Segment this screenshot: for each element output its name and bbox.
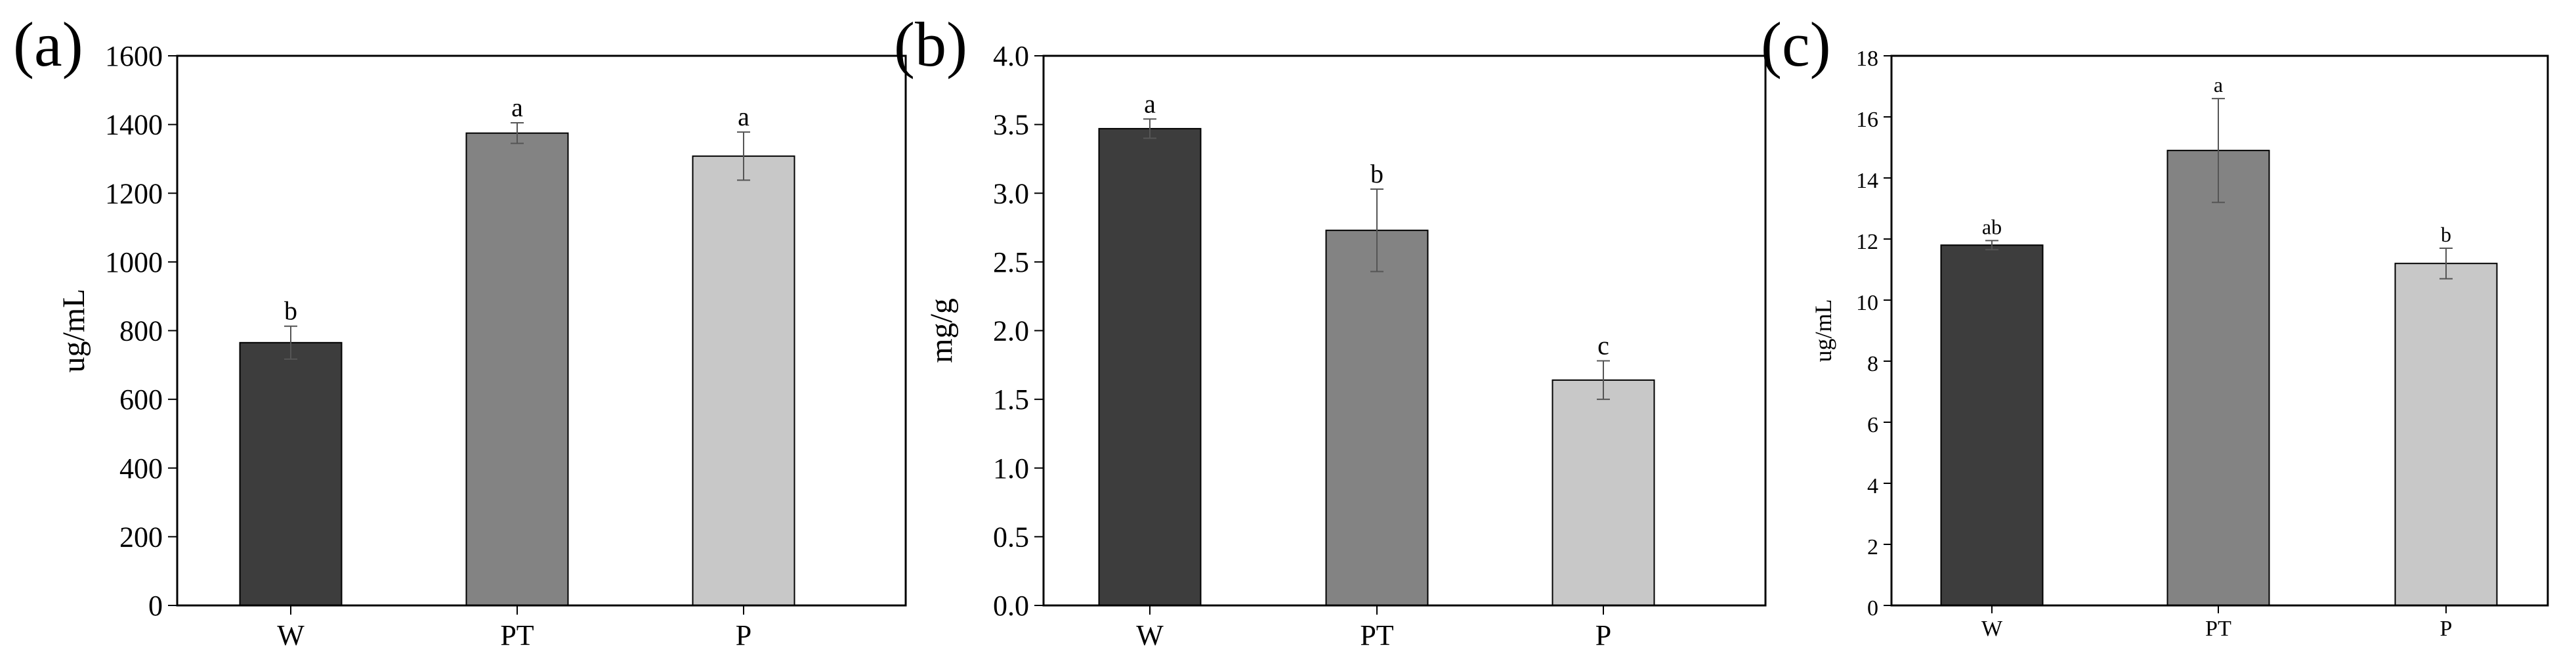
y-tick-label: 2.5 — [993, 246, 1029, 278]
y-tick-label: 2 — [1867, 535, 1878, 559]
x-tick-label-P: P — [2440, 617, 2453, 641]
bar-PT — [2166, 150, 2270, 606]
bar-P — [2394, 263, 2498, 606]
y-tick-label: 16 — [1856, 108, 1878, 132]
y-tick-label: 200 — [119, 521, 163, 553]
significance-label-PT: b — [1370, 159, 1383, 188]
y-tick-label: 0 — [1867, 596, 1878, 621]
error-bar-W — [1143, 118, 1156, 139]
chart-panel-2: (b) a Wb PT c P 0.0 0.5 1.0 1.5 2.0 2.5 3.0 3.5 4.0 mg/… — [894, 9, 1767, 651]
y-tick-label: 3.0 — [993, 177, 1029, 209]
y-tick-label: 400 — [119, 452, 163, 485]
x-tick-label-W: W — [1981, 617, 2003, 641]
bar-PT — [465, 132, 569, 606]
bar-W — [1098, 127, 1202, 606]
y-tick-label: 2.0 — [993, 315, 1029, 347]
error-bar-P — [2439, 247, 2453, 280]
error-bar-PT — [2212, 98, 2225, 204]
error-bar-P — [737, 131, 750, 181]
panel-label: (b) — [894, 9, 967, 79]
significance-label-P: b — [2441, 223, 2451, 246]
plot-frame — [1890, 55, 2549, 607]
chart-panel-1: (a) b Wa PT a P 0 200 400 600 800 1000 1200 1400 1600 u… — [13, 9, 907, 651]
y-tick-label: 6 — [1867, 413, 1878, 437]
y-axis-label: mg/g — [924, 298, 959, 363]
bar-PT — [1325, 229, 1429, 606]
y-tick-label: 1.5 — [993, 383, 1029, 416]
y-tick-label: 0 — [148, 590, 163, 622]
plot-frame — [176, 55, 907, 607]
bar-P — [1552, 379, 1655, 607]
y-tick-label: 4.0 — [993, 40, 1029, 72]
significance-label-W: ab — [1982, 215, 2002, 238]
plot-frame — [1042, 55, 1767, 607]
x-tick-label-P: P — [1595, 619, 1611, 651]
error-bar-P — [1597, 360, 1610, 401]
y-tick-label: 12 — [1856, 230, 1878, 254]
significance-label-W: b — [284, 296, 297, 326]
error-bar-W — [1985, 240, 1998, 251]
y-tick-label: 0.5 — [993, 521, 1029, 553]
panel-label: (c) — [1761, 9, 1831, 79]
bar-W — [239, 341, 343, 606]
x-tick-label-PT: PT — [1360, 619, 1393, 651]
y-tick-label: 18 — [1856, 47, 1878, 71]
error-bar-PT — [511, 122, 524, 144]
significance-label-PT: a — [2214, 73, 2223, 97]
y-axis-label: ug/mL — [1810, 299, 1836, 362]
error-bar-W — [284, 325, 297, 360]
significance-label-PT: a — [511, 93, 523, 122]
y-tick-label: 1200 — [105, 177, 163, 209]
y-tick-label: 800 — [119, 315, 163, 347]
x-tick-label-W: W — [277, 619, 305, 651]
x-tick-label-W: W — [1136, 619, 1164, 651]
y-tick-label: 10 — [1856, 291, 1878, 315]
bar-P — [692, 155, 795, 606]
significance-label-P: c — [1597, 331, 1609, 361]
y-tick-label: 1600 — [105, 40, 163, 72]
x-tick-label-PT: PT — [2205, 617, 2231, 641]
y-axis-label: ug/mL — [56, 289, 91, 373]
y-tick-label: 14 — [1856, 169, 1878, 193]
y-tick-label: 4 — [1867, 474, 1878, 498]
y-tick-label: 600 — [119, 383, 163, 416]
error-bar-PT — [1370, 188, 1383, 273]
significance-label-W: a — [1144, 89, 1156, 118]
y-tick-label: 0.0 — [993, 590, 1029, 622]
panel-label: (a) — [13, 9, 83, 79]
y-tick-label: 1000 — [105, 246, 163, 278]
y-tick-label: 3.5 — [993, 109, 1029, 141]
y-tick-label: 1.0 — [993, 452, 1029, 485]
chart-panel-3: (c) ab Wa PT b P 0 2 4 6 8 10 12 14 16 18 ug/mL — [1761, 9, 2549, 641]
y-tick-label: 1400 — [105, 109, 163, 141]
x-tick-label-P: P — [736, 619, 751, 651]
y-tick-label: 8 — [1867, 352, 1878, 376]
x-tick-label-PT: PT — [500, 619, 534, 651]
bar-W — [1940, 244, 2044, 606]
significance-label-P: a — [738, 102, 750, 131]
